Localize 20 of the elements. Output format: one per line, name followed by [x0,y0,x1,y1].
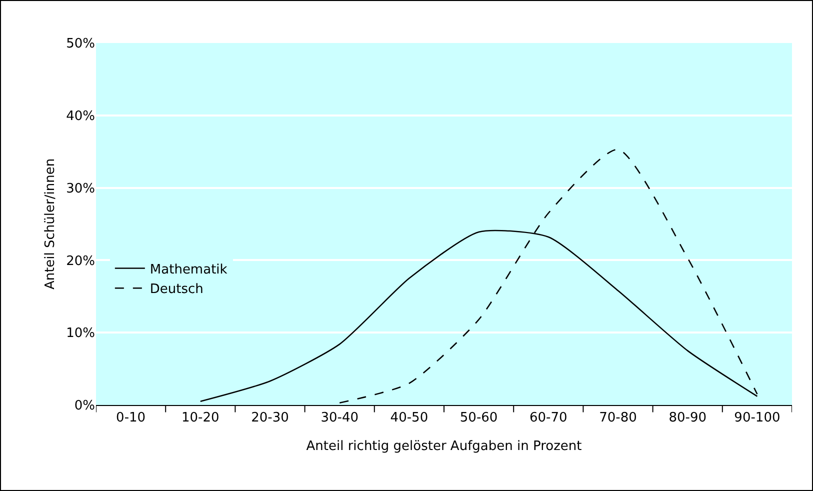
x-tick-label: 10-20 [182,410,220,426]
y-tick-label: 0% [74,398,95,414]
legend-label: Deutsch [150,282,204,298]
y-tick-label: 50% [66,36,95,52]
x-tick-label: 80-90 [668,410,706,426]
x-tick-label: 0-10 [116,410,146,426]
legend-label: Mathematik [150,262,228,278]
y-tick-label: 20% [66,254,95,269]
y-tick-label: 30% [66,181,95,196]
x-tick-label: 40-50 [390,410,428,426]
y-axis-title: Anteil Schüler/innen [43,158,58,290]
x-tick-label: 20-30 [251,410,289,426]
x-tick-label: 70-80 [599,410,637,426]
x-tick-label: 30-40 [320,410,358,426]
y-tick-label: 40% [66,108,95,124]
x-axis-title: Anteil richtig gelöster Aufgaben in Prozent [306,439,582,454]
y-tick-label: 10% [66,326,95,342]
x-tick-label: 90-100 [734,410,780,426]
x-tick-label: 60-70 [530,410,568,426]
x-tick-label: 50-60 [460,410,498,426]
